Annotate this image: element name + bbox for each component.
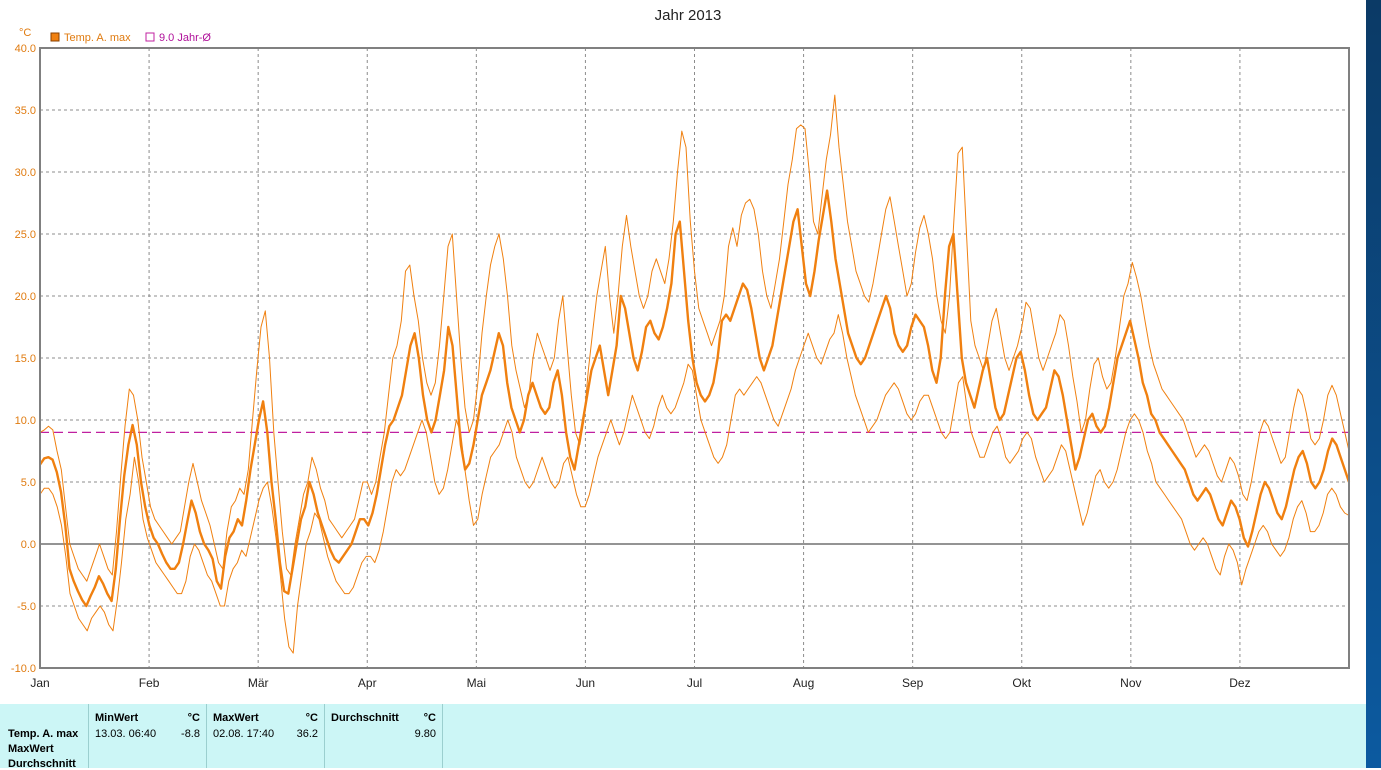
- stats-max-column: MaxWert °C 02.08. 17:40 36.2: [206, 704, 324, 768]
- x-axis-ticks: Jan Feb Mär Apr Mai Jun Jul Aug Sep Okt Nov Dez: [30, 676, 1250, 690]
- y-tick-label: 0.0: [21, 539, 36, 551]
- min-value: -8.8: [181, 728, 200, 740]
- max-unit: °C: [305, 712, 318, 724]
- min-header: MinWert: [95, 712, 139, 724]
- stats-avg-column: Durchschnitt °C 9.80: [324, 704, 443, 768]
- y-tick-label: 40.0: [15, 43, 36, 55]
- legend-swatch-year-average: [145, 32, 155, 42]
- series-line-lower: [39, 314, 1350, 654]
- x-tick-label: Dez: [1229, 676, 1250, 690]
- series: [39, 94, 1351, 654]
- avg-unit: °C: [423, 712, 436, 724]
- desktop-edge: [1366, 0, 1381, 768]
- avg-header: Durchschnitt: [331, 712, 399, 724]
- y-tick-label: -5.0: [17, 601, 36, 613]
- chart: Jahr 2013 °C Temp. A. max 9.0 Jahr-Ø 40.…: [11, 7, 1351, 690]
- x-tick-label: Feb: [139, 676, 160, 690]
- stats-min-column: MinWert °C 13.03. 06:40 -8.8: [88, 704, 206, 768]
- y-tick-label: 25.0: [15, 229, 36, 241]
- x-tick-label: Okt: [1012, 676, 1031, 690]
- y-tick-label: 5.0: [21, 477, 36, 489]
- x-tick-label: Apr: [358, 676, 377, 690]
- avg-value: 9.80: [414, 728, 436, 740]
- y-axis-unit: °C: [19, 27, 31, 39]
- y-tick-label: 30.0: [15, 167, 36, 179]
- x-tick-label: Mär: [248, 676, 269, 690]
- stats-row-label: Temp. A. max: [8, 728, 79, 740]
- max-date: 02.08. 17:40: [213, 728, 275, 740]
- legend-label-temp-max: Temp. A. max: [64, 32, 131, 44]
- statistics-panel: Temp. A. max MaxWert Durchschnitt MinWer…: [0, 704, 1366, 770]
- y-tick-label: -10.0: [11, 663, 36, 675]
- stats-row-label: Durchschnitt: [8, 758, 76, 770]
- x-tick-label: Jul: [687, 676, 702, 690]
- x-tick-label: Jun: [576, 676, 595, 690]
- legend-swatch-temp-max: [50, 32, 60, 42]
- legend-label-year-average: 9.0 Jahr-Ø: [159, 32, 211, 44]
- y-axis-ticks: 40.0 35.0 30.0 25.0 20.0 15.0 10.0 5.0 0.0 -5.0 -1…: [11, 43, 36, 675]
- min-unit: °C: [187, 712, 200, 724]
- x-tick-label: Sep: [902, 676, 924, 690]
- series-line-upper: [39, 94, 1350, 582]
- x-tick-label: Jan: [30, 676, 49, 690]
- plot-area-border: [39, 47, 1350, 669]
- max-header: MaxWert: [213, 712, 259, 724]
- legend: Temp. A. max 9.0 Jahr-Ø: [50, 32, 211, 44]
- y-tick-label: 10.0: [15, 415, 36, 427]
- x-tick-label: Mai: [467, 676, 486, 690]
- y-tick-label: 20.0: [15, 291, 36, 303]
- grid: [40, 48, 1349, 668]
- min-date: 13.03. 06:40: [95, 728, 157, 740]
- y-tick-label: 15.0: [15, 353, 36, 365]
- x-tick-label: Aug: [793, 676, 814, 690]
- max-value: 36.2: [296, 728, 318, 740]
- x-tick-label: Nov: [1120, 676, 1141, 690]
- series-line-temp-max: [39, 189, 1351, 608]
- y-tick-label: 35.0: [15, 105, 36, 117]
- chart-title: Jahr 2013: [655, 7, 722, 24]
- stats-row-label: MaxWert: [8, 743, 54, 755]
